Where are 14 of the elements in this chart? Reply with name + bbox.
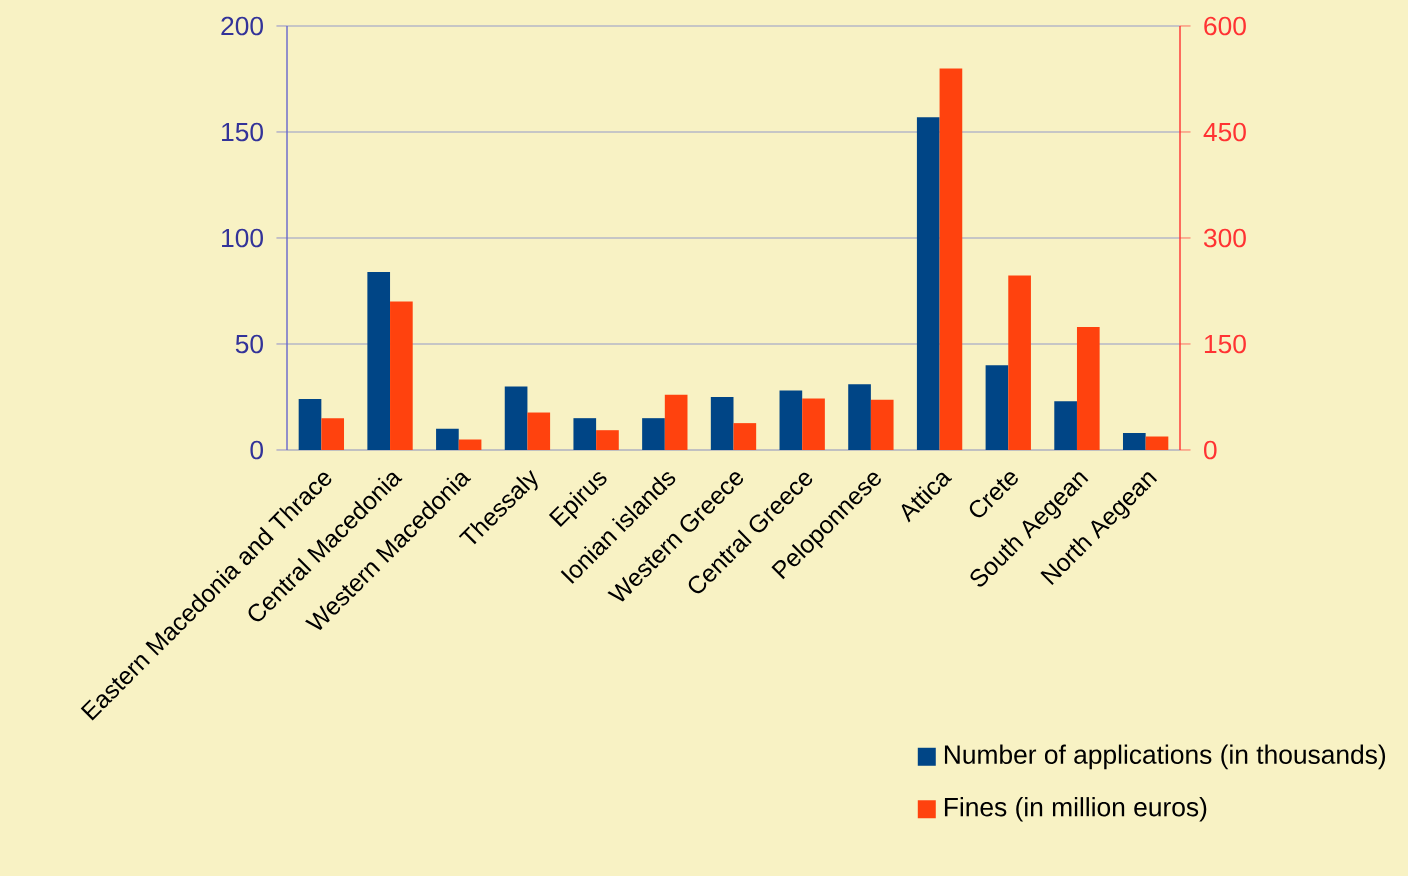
y-tick-label: 100 (222, 228, 263, 248)
y2-tick-label: 0 (1204, 440, 1217, 460)
bar (1008, 275, 1031, 450)
y2-tick-label: 600 (1204, 16, 1246, 36)
y-tick-label: 200 (221, 16, 263, 36)
y2-tick-label: 150 (1204, 334, 1246, 354)
legend-label: Fines (in million euros) (944, 797, 1207, 822)
y2-tick-label: 450 (1203, 122, 1246, 142)
legend-label: Number of applications (in thousands) (944, 744, 1386, 770)
y2-tick-label: 300 (1203, 228, 1246, 248)
y-tick-label: 150 (222, 122, 263, 142)
y-tick-label: 0 (250, 440, 263, 460)
y-tick-label: 50 (235, 334, 263, 354)
bar (1076, 327, 1100, 450)
